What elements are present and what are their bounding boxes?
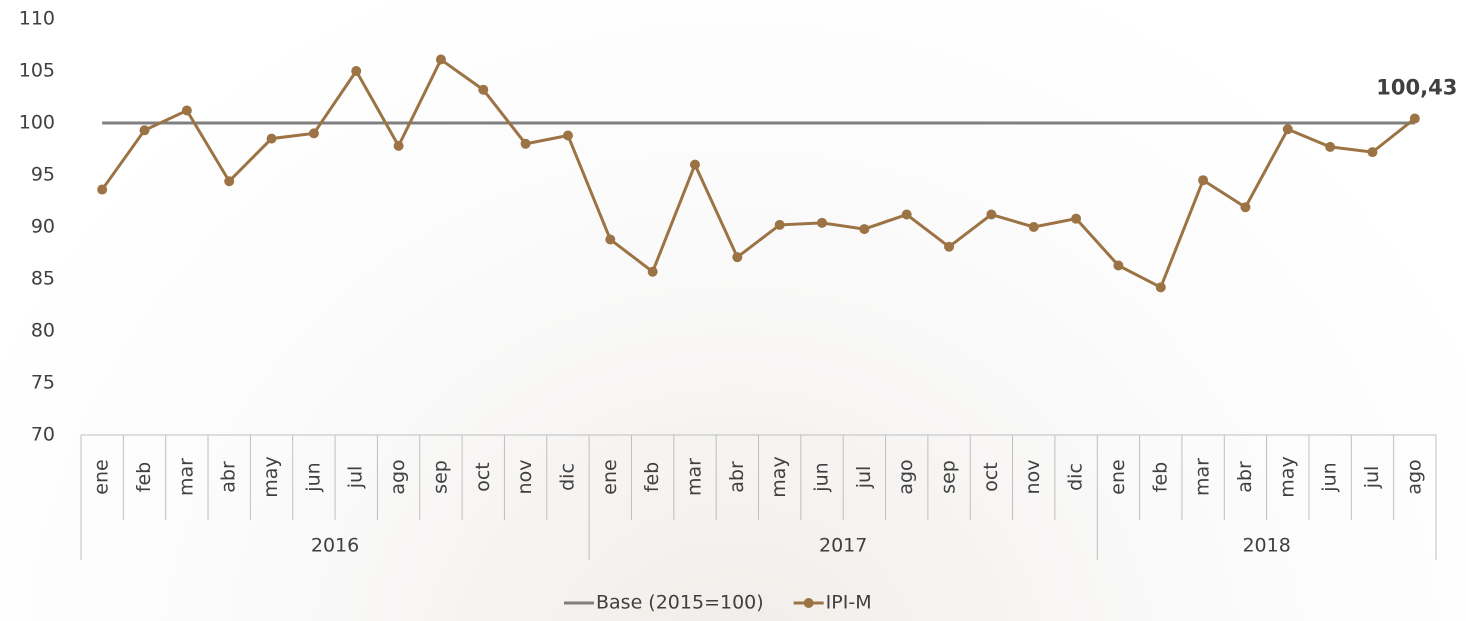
x-tick-label: jun (302, 462, 324, 492)
x-tick-label: may (1276, 456, 1298, 497)
data-point (1409, 113, 1420, 124)
data-point (1198, 175, 1209, 186)
data-point (859, 224, 870, 235)
data-point (351, 66, 362, 76)
x-tick-label: feb (1149, 462, 1171, 492)
x-tick-label: jun (811, 462, 833, 492)
x-tick-label: ago (895, 459, 917, 494)
data-point (901, 209, 912, 220)
y-tick-label: 100 (19, 112, 55, 134)
series-line (100, 57, 1416, 290)
y-tick-label: 80 (31, 320, 55, 342)
x-tick-label: mar (683, 458, 705, 496)
y-tick-label: 110 (19, 8, 55, 30)
x-tick-label: nov (514, 460, 536, 495)
y-tick-label: 95 (31, 164, 55, 186)
x-tick-label: nov (1022, 460, 1044, 495)
x-tick-label: jul (853, 466, 875, 490)
x-tick-label: sep (429, 460, 451, 494)
data-point (224, 176, 235, 187)
data-point (97, 184, 108, 195)
data-point (1071, 213, 1082, 224)
group-label: 2018 (1242, 535, 1290, 557)
data-point (1325, 141, 1336, 152)
x-tick-label: dic (1065, 463, 1087, 491)
y-tick-label: 90 (31, 216, 55, 238)
legend-label: Base (2015=100) (596, 592, 764, 614)
data-point (1155, 282, 1166, 293)
x-tick-label: ago (387, 459, 409, 494)
x-tick-label: feb (641, 462, 663, 492)
x-tick-label: jun (1319, 462, 1341, 492)
x-tick-label: ene (1107, 459, 1129, 494)
x-tick-label: ene (599, 459, 621, 494)
x-tick-label: ago (1403, 459, 1425, 494)
x-tick-label: feb (133, 462, 155, 492)
group-label: 2016 (311, 535, 359, 557)
group-label: 2017 (819, 535, 867, 557)
x-tick-label: mar (1192, 458, 1214, 496)
x-tick-label: dic (556, 463, 578, 491)
data-point (1113, 260, 1124, 271)
data-point (308, 128, 319, 139)
data-point (562, 130, 573, 141)
legend-marker (803, 598, 814, 608)
y-tick-label: 70 (31, 424, 55, 446)
x-tick-label: ene (91, 459, 113, 494)
x-tick-label: sep (938, 460, 960, 494)
y-tick-label: 75 (31, 372, 55, 394)
data-point (1367, 147, 1378, 158)
x-tick-label: mar (175, 458, 197, 496)
x-tick-label: jul (1361, 466, 1383, 490)
data-point (689, 159, 700, 170)
y-tick-label: 85 (31, 268, 55, 290)
x-tick-label: may (768, 456, 790, 497)
legend-label: IPI-M (826, 592, 872, 614)
x-tick-label: abr (1234, 461, 1256, 493)
value-label: 100,43 (1376, 76, 1457, 100)
data-point (986, 209, 997, 220)
data-point (266, 133, 277, 144)
data-point (1028, 222, 1039, 232)
data-point (393, 140, 404, 151)
x-tick-label: abr (218, 461, 240, 493)
data-point (435, 54, 446, 65)
data-point (1240, 202, 1251, 213)
data-point (944, 241, 955, 252)
x-tick-label: jul (345, 466, 367, 490)
data-point (647, 266, 658, 277)
x-tick-label: oct (980, 462, 1002, 492)
x-tick-label: may (260, 456, 282, 497)
data-point (139, 125, 150, 136)
data-point (520, 138, 531, 149)
data-point (732, 252, 743, 263)
data-point (817, 217, 828, 228)
data-point (478, 84, 489, 95)
data-point (1282, 124, 1293, 135)
data-point (605, 234, 616, 245)
data-point (774, 219, 785, 230)
y-tick-label: 105 (19, 60, 55, 82)
data-point (181, 105, 192, 116)
x-tick-label: abr (726, 461, 748, 493)
x-tick-label: oct (472, 462, 494, 492)
